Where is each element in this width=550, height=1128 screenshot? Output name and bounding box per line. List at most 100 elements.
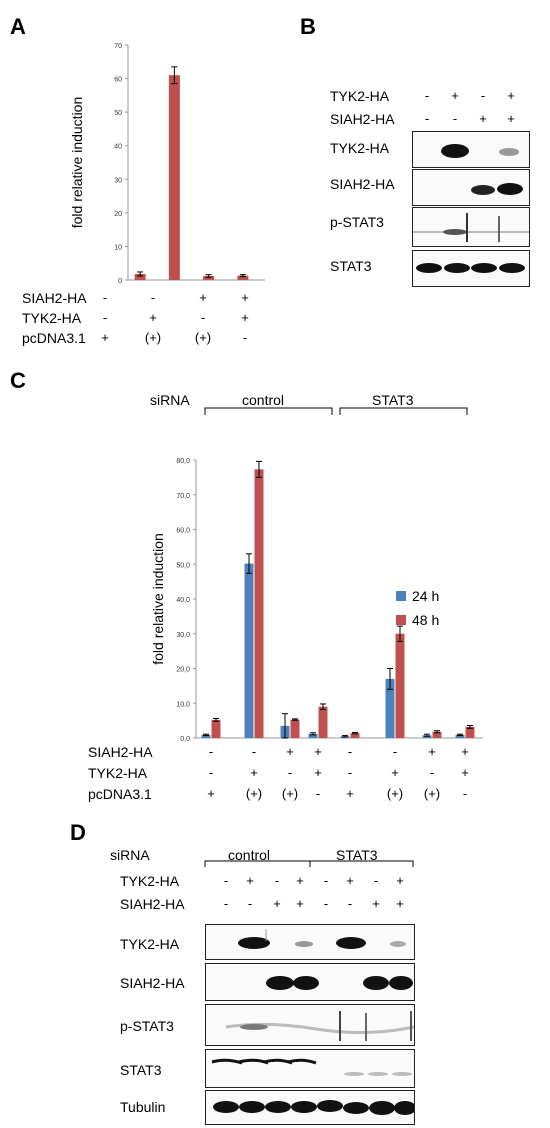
c-legend-label: 24 h	[412, 588, 439, 604]
c-sirna-label: siRNA	[150, 392, 190, 408]
panel-letter-b: B	[300, 14, 316, 39]
d-sign-r1-c0: -	[223, 896, 229, 911]
c-row-label-tyk2: TYK2-HA	[88, 765, 148, 781]
d-blot-tubulin	[205, 1090, 415, 1125]
d-sign-r0-c5: +	[346, 873, 354, 888]
a-bar	[237, 275, 249, 280]
d-blot-label-stat3: STAT3	[120, 1062, 162, 1078]
c-group-brackets	[204, 407, 468, 415]
c-sign-r2-c3: -	[315, 786, 321, 801]
d-sign-r0-c6: -	[373, 873, 379, 888]
b-sign-r1-c0: -	[424, 111, 430, 126]
c-row-label-pcdna: pcDNA3.1	[88, 786, 152, 802]
c-ytick-label: 0,0	[180, 736, 190, 743]
d-sign-r0-c2: -	[274, 873, 280, 888]
panel-letter-a: A	[10, 14, 26, 39]
c-sign-r1-c7: +	[461, 765, 469, 780]
b-header-tyk2: TYK2-HA	[330, 88, 390, 104]
a-sign-r1-c0: -	[102, 310, 108, 325]
chart-a: 0 10 20 30 40 50 60 70 fold relative induction	[69, 43, 265, 285]
c-ytick-label: 10,0	[176, 701, 190, 708]
panel-letter-c: C	[10, 368, 26, 393]
c-bar-48h	[211, 719, 221, 738]
c-sign-r1-c3: +	[314, 765, 322, 780]
c-sign-r0-c5: -	[392, 744, 398, 759]
c-bar-24h	[455, 734, 465, 738]
c-bar-48h	[432, 731, 442, 738]
a-sign-r0-c3: +	[241, 290, 249, 305]
c-group-control: control	[242, 392, 285, 408]
b-sign-r0-c2: -	[480, 88, 486, 103]
a-sign-r0-c1: -	[150, 290, 156, 305]
c-bar-24h	[308, 733, 318, 738]
a-sign-r0-c0: -	[102, 290, 108, 305]
c-sign-r0-c4: -	[347, 744, 353, 759]
c-sign-r0-c6: +	[428, 744, 436, 759]
d-blot-label-tyk2: TYK2-HA	[120, 936, 180, 952]
d-sign-r1-c6: +	[372, 896, 380, 911]
d-sign-r1-c1: -	[247, 896, 253, 911]
c-sign-r2-c7: -	[462, 786, 468, 801]
d-sign-r1-c3: +	[296, 896, 304, 911]
c-ytick-label: 40,0	[176, 597, 190, 604]
a-row-label-pcdna: pcDNA3.1	[22, 330, 86, 346]
b-sign-r1-c1: -	[452, 111, 458, 126]
c-sign-r1-c5: +	[391, 765, 399, 780]
c-bar-24h	[385, 678, 395, 738]
d-blot-pstat3	[205, 1004, 415, 1046]
c-sign-r2-c1: (+)	[245, 786, 263, 801]
a-row-label-siah2: SIAH2-HA	[22, 290, 87, 306]
d-sign-r1-c2: +	[273, 896, 281, 911]
chart-c: 0,0 10,0 20,0 30,0 40,0 50,0 60,0 70,0 80,0 fold …	[150, 458, 483, 743]
c-legend-label: 48 h	[412, 612, 439, 628]
c-sign-r1-c2: -	[287, 765, 293, 780]
a-ytick-label: 60	[114, 77, 122, 84]
c-bar-48h	[350, 733, 360, 738]
c-bar-48h	[290, 719, 300, 738]
panel-letter-d: D	[70, 820, 86, 845]
c-sign-r2-c0: +	[207, 786, 215, 801]
a-sign-r2-c2: (+)	[194, 330, 212, 345]
c-sign-r2-c4: +	[346, 786, 354, 801]
c-ytick-label: 70,0	[176, 493, 190, 500]
c-sign-r0-c3: +	[314, 744, 322, 759]
b-sign-r0-c1: +	[451, 88, 459, 103]
b-sign-r1-c3: +	[507, 111, 515, 126]
a-bar	[134, 273, 146, 280]
a-ytick-label: 50	[114, 110, 122, 117]
a-bar	[168, 75, 180, 280]
c-sign-r0-c2: +	[286, 744, 294, 759]
d-sign-r1-c4: -	[323, 896, 329, 911]
c-sign-r1-c0: -	[208, 765, 214, 780]
c-ytick-label: 80,0	[176, 458, 190, 465]
c-sign-r0-c0: -	[208, 744, 214, 759]
c-sign-r2-c6: (+)	[423, 786, 441, 801]
a-ytick-label: 10	[114, 244, 122, 251]
c-ytick-label: 20,0	[176, 667, 190, 674]
b-sign-r0-c3: +	[507, 88, 515, 103]
c-ytick-label: 50,0	[176, 562, 190, 569]
c-sign-r1-c4: -	[347, 765, 353, 780]
a-ytick-label: 20	[114, 211, 122, 218]
d-sign-r1-c7: +	[396, 896, 404, 911]
a-sign-r0-c2: +	[199, 290, 207, 305]
b-blot-pstat3	[412, 207, 530, 247]
d-blot-label-tubulin: Tubulin	[120, 1099, 166, 1115]
c-sign-r2-c2: (+)	[281, 786, 299, 801]
c-sign-r1-c6: -	[429, 765, 435, 780]
a-ylabel: fold relative induction	[69, 97, 85, 229]
d-group-control: control	[228, 847, 271, 863]
a-sign-r1-c3: +	[241, 310, 249, 325]
b-blot-label-stat3: STAT3	[330, 258, 372, 274]
a-ytick-label: 0	[118, 278, 122, 285]
b-blot-label-siah2: SIAH2-HA	[330, 176, 395, 192]
a-sign-r1-c2: -	[200, 310, 206, 325]
b-blot-label-tyk2: TYK2-HA	[330, 140, 390, 156]
d-blot-label-siah2: SIAH2-HA	[120, 975, 185, 991]
a-sign-r2-c1: (+)	[144, 330, 162, 345]
a-row-label-tyk2: TYK2-HA	[22, 310, 82, 326]
c-sign-r0-c7: +	[461, 744, 469, 759]
b-sign-r1-c2: +	[479, 111, 487, 126]
c-bar-48h	[395, 633, 405, 738]
c-sign-r1-c1: +	[250, 765, 258, 780]
